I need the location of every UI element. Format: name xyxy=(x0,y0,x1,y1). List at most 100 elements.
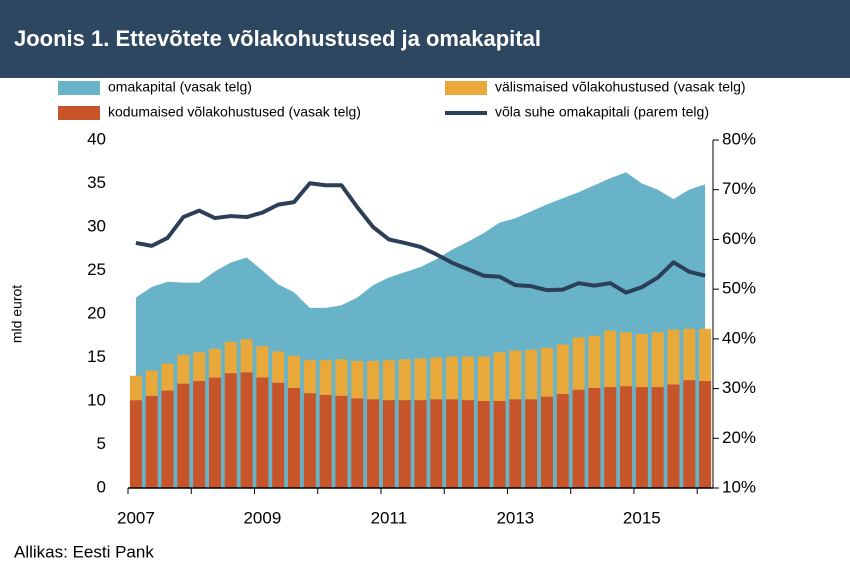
y-tick-label: 15 xyxy=(87,347,106,366)
bar xyxy=(683,380,696,488)
bar xyxy=(351,360,364,399)
bar xyxy=(461,356,474,401)
bar xyxy=(446,399,459,488)
bar xyxy=(303,360,316,394)
bar xyxy=(667,329,680,385)
bar xyxy=(572,337,585,390)
bar xyxy=(620,332,633,387)
bar xyxy=(493,352,506,401)
bar xyxy=(651,332,664,388)
y-tick-label: 0 xyxy=(97,477,106,496)
bar xyxy=(588,387,601,488)
legend-swatch xyxy=(445,81,487,95)
y2-tick-label: 50% xyxy=(722,279,756,298)
legend-label: võla suhe omakapitali (parem telg) xyxy=(495,104,709,120)
bar xyxy=(224,373,237,488)
bar xyxy=(193,352,206,381)
bar xyxy=(461,400,474,488)
bar xyxy=(588,335,601,388)
x-tick-label: 2015 xyxy=(623,508,661,527)
bar xyxy=(177,354,190,384)
bar xyxy=(240,339,253,373)
line xyxy=(135,181,706,295)
bar xyxy=(398,400,411,488)
bar xyxy=(177,383,190,488)
bar xyxy=(493,401,506,488)
bar xyxy=(699,328,712,381)
bar xyxy=(288,387,301,488)
y2-tick-label: 70% xyxy=(722,179,756,198)
bar xyxy=(382,400,395,488)
bar xyxy=(635,334,648,388)
bar xyxy=(477,401,490,488)
y2-tick-label: 60% xyxy=(722,229,756,248)
bar xyxy=(145,370,158,396)
bar xyxy=(525,349,538,400)
bar xyxy=(414,400,427,488)
legend-label: kodumaised võlakohustused (vasak telg) xyxy=(108,104,361,120)
bar xyxy=(556,394,569,488)
bar xyxy=(604,387,617,488)
legend-swatch xyxy=(58,81,100,95)
title-band xyxy=(0,0,850,78)
bar xyxy=(683,328,696,381)
bar xyxy=(635,387,648,488)
bar xyxy=(224,341,237,374)
bar xyxy=(288,355,301,388)
bar xyxy=(367,360,380,400)
bar xyxy=(208,377,221,488)
bar xyxy=(367,399,380,488)
y-tick-label: 20 xyxy=(87,303,106,322)
bar xyxy=(699,380,712,488)
bar xyxy=(240,372,253,488)
bar xyxy=(256,346,269,378)
bar xyxy=(129,400,142,488)
bar xyxy=(540,347,553,397)
bar xyxy=(414,358,427,401)
bar xyxy=(430,399,443,488)
y-tick-label: 30 xyxy=(87,216,106,235)
bar xyxy=(572,389,585,488)
x-tick-label: 2009 xyxy=(243,508,281,527)
bar xyxy=(604,330,617,388)
y-axis-label: mld eurot xyxy=(9,285,25,343)
y2-tick-label: 40% xyxy=(722,328,756,347)
bar xyxy=(651,387,664,488)
bar xyxy=(319,394,332,488)
bar xyxy=(145,395,158,488)
x-tick-label: 2007 xyxy=(117,508,155,527)
bar xyxy=(256,377,269,488)
bar xyxy=(303,393,316,488)
bar xyxy=(525,399,538,488)
bar xyxy=(620,386,633,488)
bar xyxy=(272,351,285,383)
y2-tick-label: 30% xyxy=(722,378,756,397)
x-tick-label: 2013 xyxy=(496,508,534,527)
bar xyxy=(556,344,569,395)
legend-label: välismaised võlakohustused (vasak telg) xyxy=(495,79,746,95)
y-tick-label: 35 xyxy=(87,173,106,192)
bar xyxy=(509,350,522,400)
y2-tick-label: 20% xyxy=(722,428,756,447)
bar xyxy=(509,399,522,488)
bar xyxy=(193,380,206,488)
chart-title: Joonis 1. Ettevõtete võlakohustused ja o… xyxy=(14,26,541,51)
bar xyxy=(351,398,364,488)
y-tick-label: 5 xyxy=(97,434,106,453)
bar xyxy=(446,356,459,400)
bar xyxy=(430,357,443,400)
bar xyxy=(161,363,174,391)
bar xyxy=(208,348,221,378)
y2-tick-label: 10% xyxy=(722,477,756,496)
bar xyxy=(667,384,680,488)
bar xyxy=(398,359,411,401)
legend-swatch xyxy=(58,106,100,120)
legend-label: omakapital (vasak telg) xyxy=(108,79,252,95)
bar xyxy=(161,390,174,488)
y2-tick-label: 80% xyxy=(722,129,756,148)
y-tick-label: 40 xyxy=(87,129,106,148)
bar xyxy=(272,382,285,488)
bar xyxy=(477,356,490,401)
y-tick-label: 25 xyxy=(87,260,106,279)
